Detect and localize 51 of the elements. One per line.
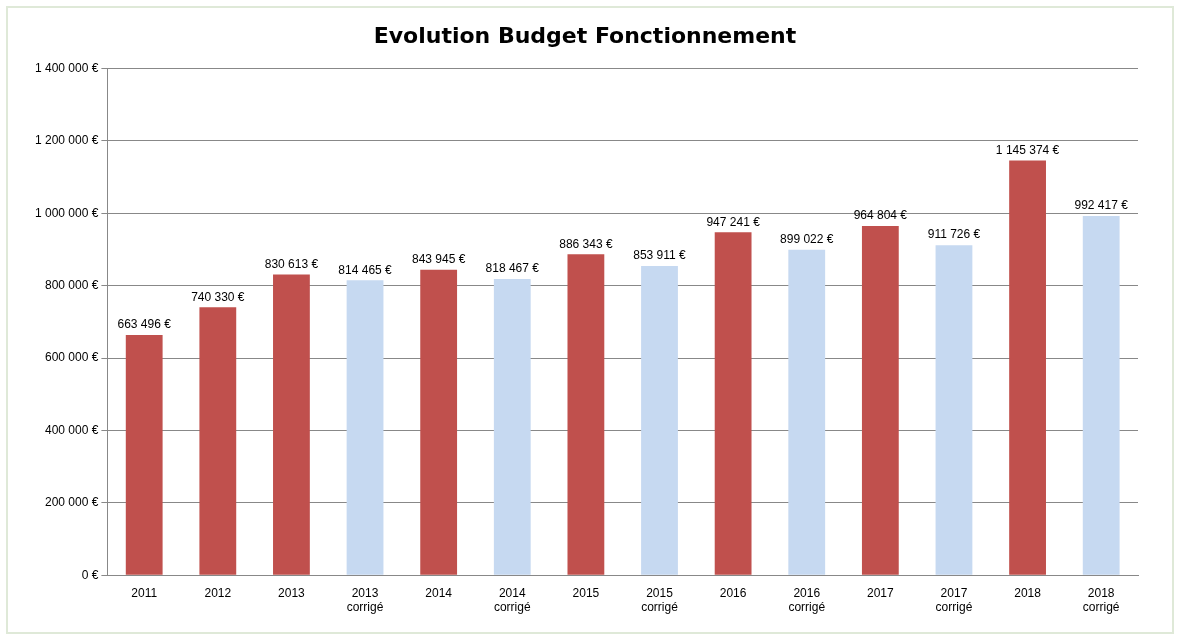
data-label: 1 145 374 €: [995, 142, 1060, 157]
x-tick-label: 2012: [204, 585, 232, 600]
data-label: 911 726 €: [927, 227, 981, 242]
bar: [125, 335, 163, 575]
bar: [1082, 215, 1120, 575]
x-tick-label: 2016: [719, 585, 747, 600]
x-tick-label: 2013: [278, 585, 306, 600]
y-tick-label: 1 400 000 €: [34, 60, 99, 75]
x-tick-label: 2018 corrigé: [1082, 585, 1120, 615]
y-tick-label: 400 000 €: [45, 422, 99, 437]
x-tick-label: 2014: [425, 585, 453, 600]
y-tick-label: 1 200 000 €: [34, 133, 99, 148]
bar: [199, 307, 237, 575]
y-tick-label: 800 000 €: [45, 277, 99, 292]
data-label: 663 496 €: [117, 317, 172, 332]
y-tick-label: 200 000 €: [45, 495, 99, 510]
x-tick-label: 2013 corrigé: [346, 585, 384, 615]
y-tick-label: 600 000 €: [45, 350, 99, 365]
bar: [935, 245, 973, 575]
bar: [273, 274, 310, 575]
bar: [1009, 160, 1046, 575]
x-tick-label: 2016 corrigé: [788, 585, 826, 615]
x-tick-label: 2015: [572, 585, 600, 600]
x-tick-label: 2018: [1014, 585, 1042, 600]
bar: [861, 225, 899, 575]
data-label: 886 343 €: [559, 236, 613, 251]
chart-title: Evolution Budget Fonctionnement: [373, 22, 797, 48]
bar: [493, 278, 531, 575]
x-tick-label: 2015 corrigé: [641, 585, 679, 615]
x-tick-label: 2011: [131, 585, 158, 600]
y-tick-label: 1 000 000 €: [34, 205, 99, 220]
bar: [346, 280, 384, 575]
data-label: 964 804 €: [853, 208, 908, 223]
bar: [420, 269, 458, 575]
data-label: 740 330 €: [191, 289, 245, 304]
data-label: 853 911 €: [633, 248, 687, 263]
data-label: 830 613 €: [264, 256, 319, 271]
data-label: 814 465 €: [338, 262, 393, 277]
x-tick-label: 2017 corrigé: [935, 585, 973, 615]
data-label: 992 417 €: [1074, 198, 1129, 213]
x-tick-label: 2014 corrigé: [493, 585, 531, 615]
data-label: 947 241 €: [706, 214, 761, 229]
data-label: 843 945 €: [411, 252, 466, 266]
bar: [714, 232, 752, 575]
data-label: 818 467 €: [485, 261, 540, 276]
x-tick-label: 2017: [867, 585, 895, 600]
bar: [567, 254, 605, 575]
bar: [641, 266, 678, 575]
bar: [788, 249, 826, 575]
y-tick-label: 0 €: [81, 567, 99, 582]
data-label: 899 022 €: [780, 232, 834, 247]
